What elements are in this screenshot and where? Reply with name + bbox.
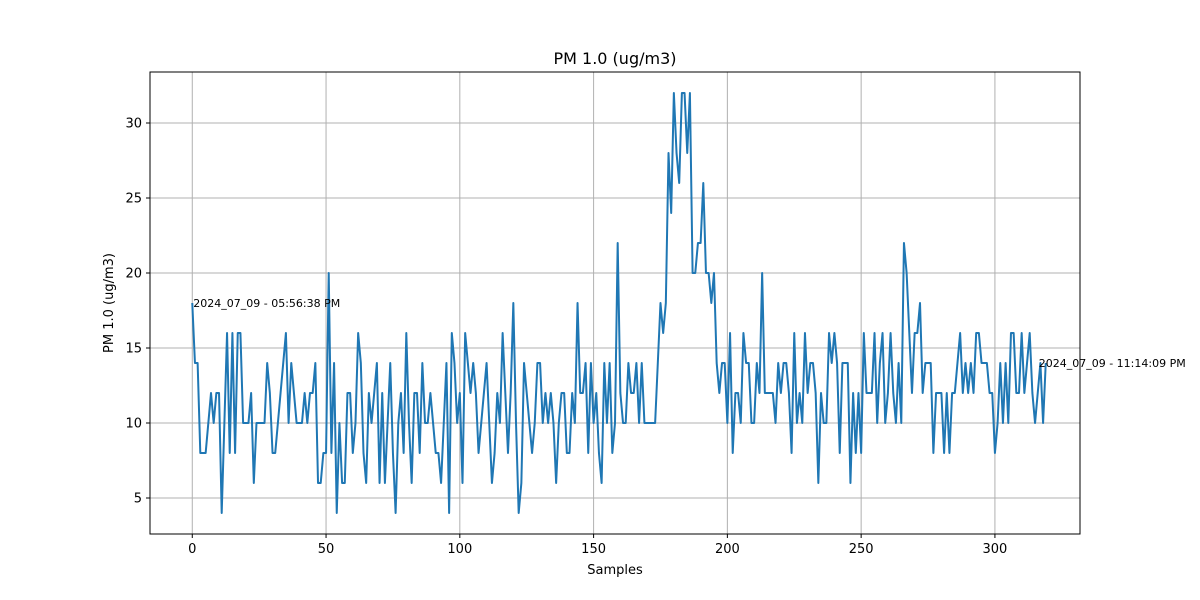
x-axis-label: Samples bbox=[587, 563, 643, 578]
x-tick-label: 100 bbox=[447, 542, 472, 557]
x-tick-label: 250 bbox=[849, 542, 874, 557]
timestamp-annotation: 2024_07_09 - 11:14:09 PM bbox=[1039, 357, 1186, 370]
y-tick-label: 15 bbox=[125, 342, 142, 357]
y-axis-label: PM 1.0 (ug/m3) bbox=[102, 253, 117, 353]
x-tick-label: 300 bbox=[983, 542, 1008, 557]
x-tick-label: 200 bbox=[715, 542, 740, 557]
y-tick-label: 30 bbox=[125, 117, 142, 132]
y-tick-label: 5 bbox=[134, 492, 142, 507]
timestamp-annotation: 2024_07_09 - 05:56:38 PM bbox=[193, 297, 340, 310]
y-tick-label: 25 bbox=[125, 192, 142, 207]
annotation-layer: 2024_07_09 - 05:56:38 PM 2024_07_09 - 11:… bbox=[193, 297, 1185, 370]
x-tick-label: 150 bbox=[581, 542, 606, 557]
chart-title: PM 1.0 (ug/m3) bbox=[553, 49, 676, 68]
y-tick-label: 20 bbox=[125, 267, 142, 282]
x-tick-label: 50 bbox=[318, 542, 335, 557]
x-tick-label: 0 bbox=[188, 542, 196, 557]
y-tick-label: 10 bbox=[125, 417, 142, 432]
